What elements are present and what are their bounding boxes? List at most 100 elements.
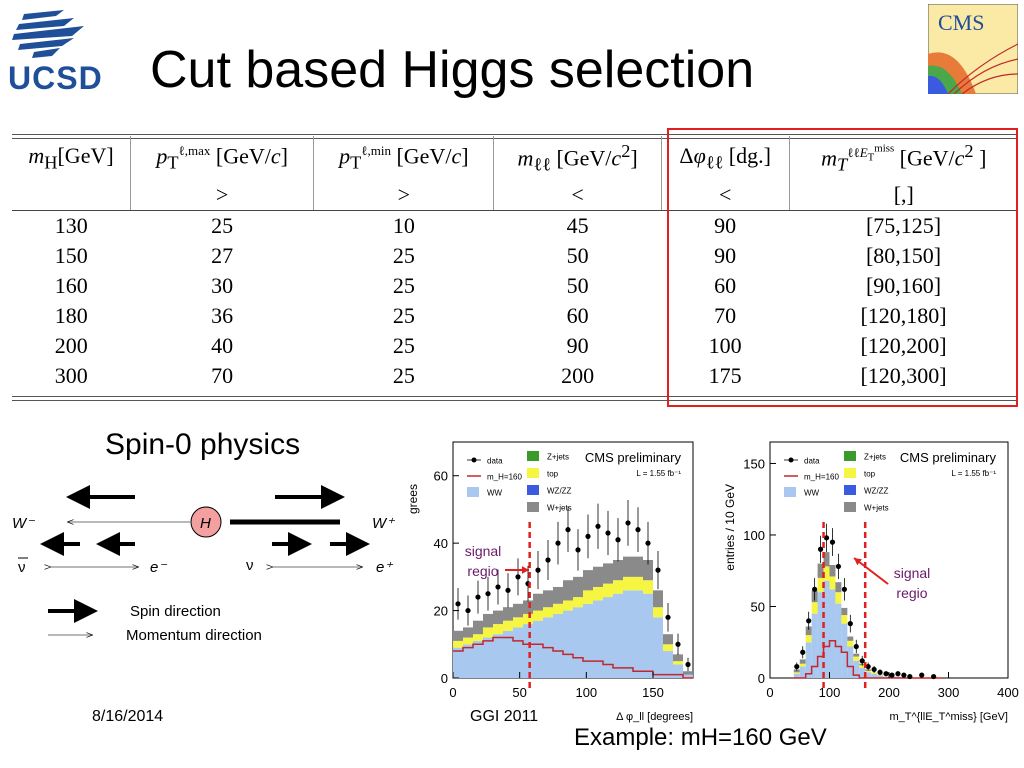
bar-top <box>493 624 503 635</box>
bar-wjets <box>817 563 824 578</box>
lbl-mom: Momentum direction <box>126 627 262 644</box>
bar-ww <box>793 673 800 678</box>
bar-wjets <box>663 634 673 645</box>
table-cell: 200 <box>54 333 88 358</box>
table-row: 180 36 25 60 70 [120,180] <box>12 301 1018 331</box>
spin-diagram: H W⁻ W⁺ ν e⁻ ν e⁺ Spin direction Momentu… <box>12 485 395 644</box>
table-header-cell: pTℓ,min [GeV/c] <box>313 136 495 180</box>
lbl-h: H <box>200 515 211 532</box>
operator-cell: < <box>661 180 790 211</box>
table-cell: 25 <box>392 303 415 328</box>
legend-entry: WW <box>804 489 820 498</box>
data-point <box>605 530 611 536</box>
bar-top <box>829 576 836 590</box>
operator-cell: [,] <box>789 180 1018 211</box>
bar-wjets <box>523 600 533 614</box>
bar-top <box>613 580 623 594</box>
bar-wjets <box>847 636 854 641</box>
bar-wjets <box>563 580 573 601</box>
table-cell: 10 <box>392 213 415 238</box>
ucsd-logo <box>12 10 84 58</box>
bar-wjets <box>573 576 583 598</box>
data-point <box>465 607 471 614</box>
bar-ww <box>673 664 683 678</box>
bar-ww <box>523 624 533 678</box>
lbl-wm: W⁻ <box>12 515 35 532</box>
lbl-ep: e⁺ <box>376 559 393 576</box>
table-cell: 300 <box>54 363 88 388</box>
table-row: 300 70 25 200 175 [120,300] <box>12 361 1018 391</box>
data-point <box>625 520 631 526</box>
x-tick-label: 400 <box>997 685 1019 700</box>
bar-ww <box>573 607 583 678</box>
table-cell: 40 <box>211 333 234 358</box>
cms-logo: CMS <box>928 4 1018 94</box>
bar-ww <box>643 593 653 678</box>
y-tick-label: 100 <box>743 528 765 543</box>
data-point <box>919 672 925 678</box>
table-cell: 90 <box>714 213 737 238</box>
x-axis-label: m_T^{llE_T^miss} [GeV] <box>889 711 1008 723</box>
bar-ww <box>603 597 613 678</box>
bar-ww <box>877 675 884 678</box>
data-point <box>841 586 847 592</box>
data-point <box>817 546 824 552</box>
data-point <box>675 641 681 647</box>
table-cell: 50 <box>566 243 589 268</box>
bar-ww <box>823 580 830 678</box>
bar-ww <box>533 620 543 678</box>
bar-top <box>653 607 663 618</box>
y-axis-label: grees <box>406 484 420 514</box>
bar-ww <box>683 674 693 678</box>
bar-top <box>633 576 643 591</box>
cut-table: mH[GeV] pTℓ,max [GeV/c] pTℓ,min [GeV/c] mℓℓ… <box>12 136 1018 391</box>
bar-wjets <box>543 590 553 608</box>
plot-mt: 0 100 200 300 400 0 50 100 150 m_T^{llE_T^miss} [… <box>723 441 1019 723</box>
table-header-cell: mℓℓ [GeV/c2] <box>493 136 662 180</box>
data-point <box>853 643 859 650</box>
highlight-box <box>667 128 1018 407</box>
bar-ww <box>553 613 563 678</box>
bar-ww <box>593 600 603 678</box>
data-point <box>515 574 521 580</box>
data-point <box>877 669 883 675</box>
table-cell: 60 <box>566 303 589 328</box>
data-point <box>455 601 461 607</box>
bar-top <box>859 665 866 668</box>
table-header-cell: mTℓℓETmiss [GeV/c2 ] <box>821 140 987 175</box>
higgs-circle <box>190 506 222 538</box>
signal-region-label: signal <box>465 543 502 559</box>
legend-entry: WZ/ZZ <box>547 487 572 496</box>
bar-wjets <box>613 560 623 581</box>
x-axis-label: Δ φ_ll [degrees] <box>616 711 693 723</box>
bar-ww <box>841 623 848 678</box>
footer-date: 8/16/2014 <box>92 708 164 725</box>
data-point <box>889 672 895 678</box>
bar-top <box>533 610 543 621</box>
bar-top <box>453 640 463 648</box>
x-tick-label: 300 <box>938 685 960 700</box>
x-tick-label: 100 <box>819 685 841 700</box>
bar-ww <box>805 642 812 678</box>
example-caption: Example: mH=160 GeV <box>574 724 827 751</box>
data-point <box>565 527 571 533</box>
bar-ww <box>653 617 663 678</box>
bar-wjets <box>553 586 563 604</box>
footer-conference: GGI 2011 <box>470 708 539 725</box>
bar-ww <box>859 667 866 678</box>
bar-wjets <box>493 610 503 625</box>
data-point <box>859 658 865 664</box>
data-point <box>847 621 853 627</box>
y-tick-label: 40 <box>434 536 448 551</box>
data-point <box>907 673 913 680</box>
bar-top <box>583 590 593 604</box>
legend-entry: WZ/ZZ <box>864 487 889 496</box>
bar-wjets <box>683 671 693 675</box>
ucsd-wordmark: UCSD <box>8 60 103 96</box>
data-point <box>535 567 541 573</box>
table-cell: 45 <box>566 213 589 238</box>
legend-entry: m_H=160 <box>804 473 839 482</box>
bar-ww <box>829 589 836 678</box>
table-cell: [75,125] <box>865 213 942 238</box>
table-cell: [90,160] <box>865 273 942 298</box>
